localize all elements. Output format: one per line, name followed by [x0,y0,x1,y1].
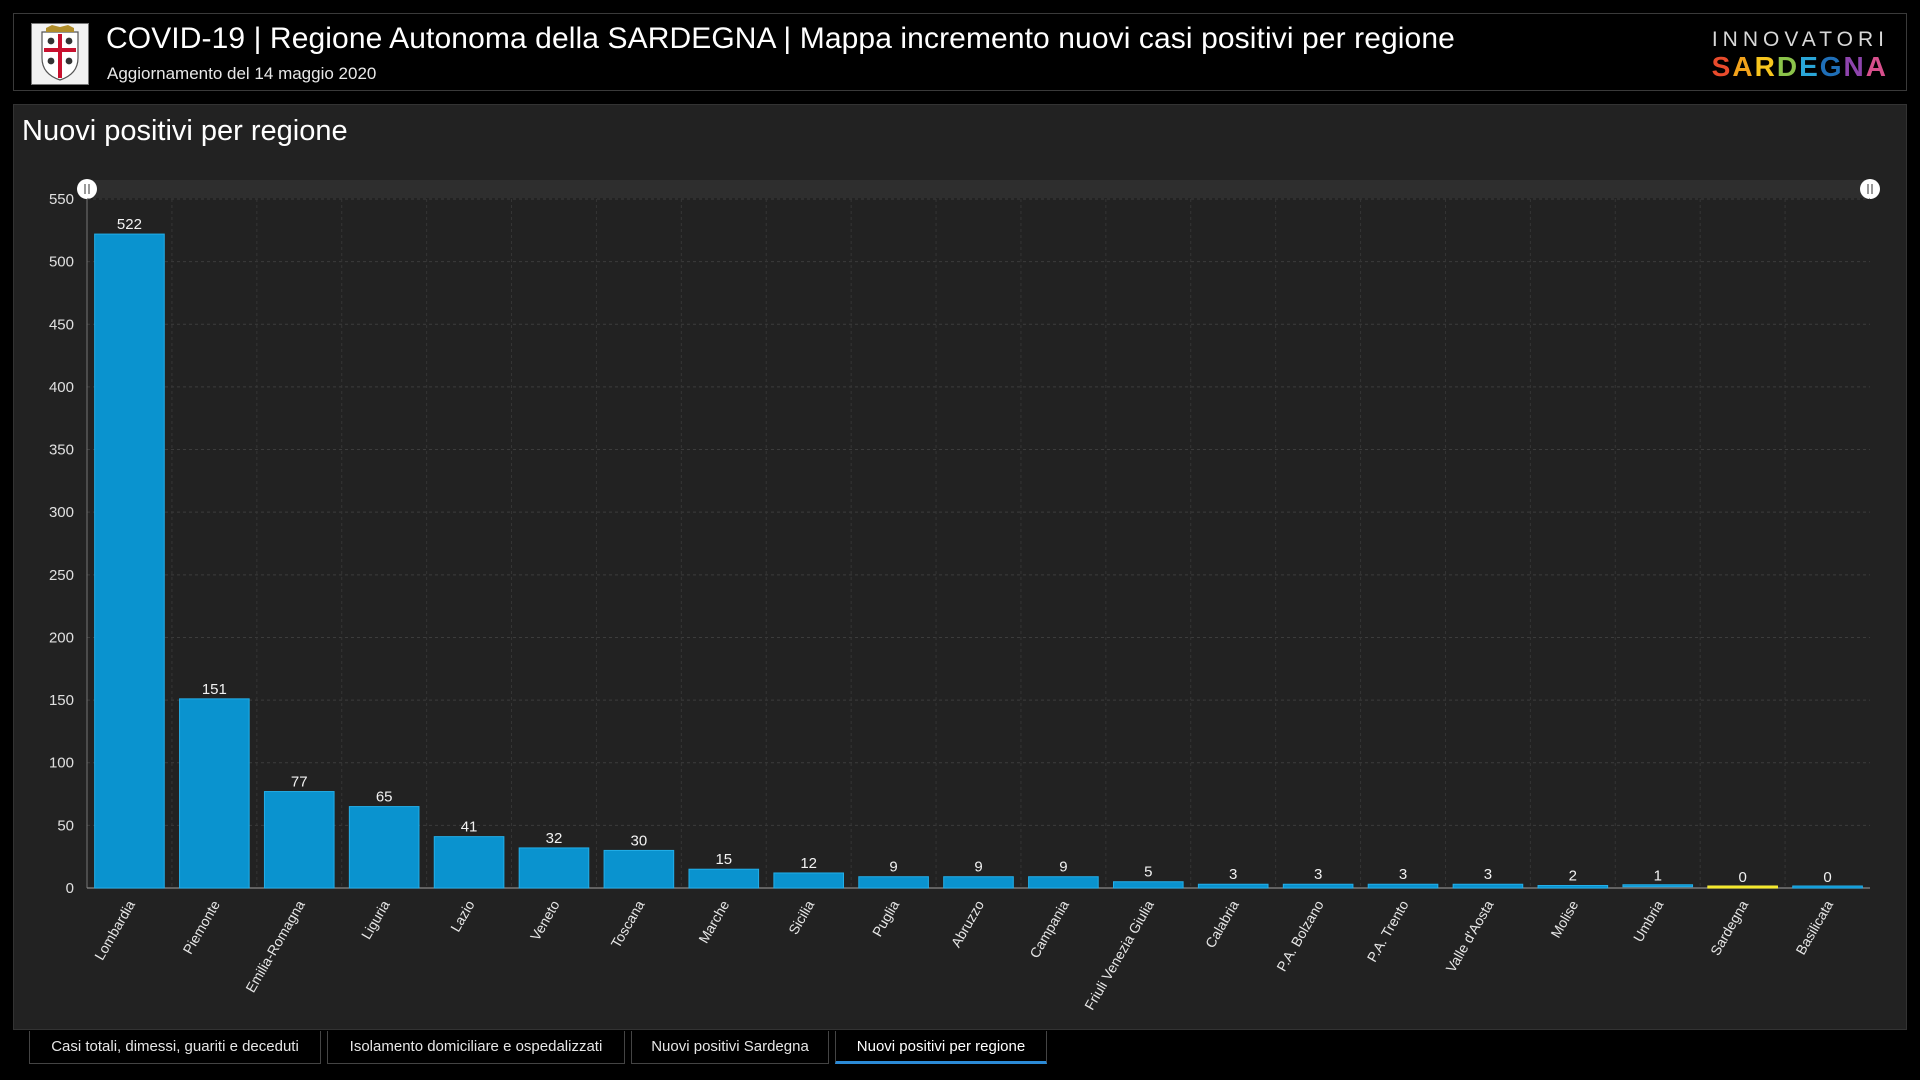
bar-campania[interactable] [1028,876,1099,889]
tab-1[interactable]: Casi totali, dimessi, guariti e deceduti [29,1031,321,1064]
innovatori-logo-text: INNOVATORI [1711,28,1889,51]
bar-emilia-romagna[interactable] [263,791,335,889]
x-tick-label: Abruzzo [948,897,988,950]
logo-letter: R [1754,51,1777,82]
bar-lombardia[interactable] [94,233,165,889]
bar-lazio[interactable] [433,836,505,889]
x-tick-label: Sardegna [1707,897,1751,958]
y-tick-label: 100 [49,755,74,772]
tab-3[interactable]: Nuovi positivi Sardegna [631,1031,829,1064]
data-label: 3 [1229,866,1237,883]
y-tick-label: 500 [49,254,74,271]
x-tick-label: Lazio [447,897,478,934]
data-label: 15 [715,851,732,868]
data-label: 30 [631,832,648,849]
bar-sardegna[interactable] [1707,885,1778,889]
data-label: 9 [889,859,897,876]
chart-panel: Nuovi positivi per regione 0 50 100 150 200 2… [13,104,1907,1030]
data-label: 151 [202,681,227,698]
sardegna-logo-text: SARDEGNA [1712,51,1888,83]
y-tick-label: 400 [49,379,74,396]
logo-letter: E [1799,51,1820,82]
bar-veneto[interactable] [518,847,590,889]
y-tick-label: 350 [49,442,74,459]
logo-letter: A [1865,51,1888,82]
logo-letter: S [1711,51,1733,82]
bar-p-a-trento[interactable] [1367,883,1439,889]
x-tick-label: Valle d'Aosta [1443,897,1497,975]
x-tick-label: Calabria [1202,897,1242,950]
bar-p-a-bolzano[interactable] [1282,883,1354,889]
bar-umbria[interactable] [1622,884,1694,888]
logo-letter: D [1776,51,1800,82]
x-tick-label: Marche [695,897,732,946]
x-tick-label: Sicilia [785,897,817,937]
zoom-scrollbar [87,180,1870,198]
x-tick-label: Campania [1026,897,1072,960]
x-tick-label: P.A. Trento [1364,897,1412,964]
data-label: 2 [1569,867,1577,884]
x-tick-label: Friuli Venezia Giulia [1081,897,1157,1012]
data-label: 3 [1484,866,1492,883]
y-tick-label: 200 [49,629,74,646]
y-tick-label: 250 [49,567,74,584]
data-label: 77 [291,774,308,791]
zoom-handle-left[interactable] [77,179,97,199]
y-tick-label: 50 [57,817,74,834]
data-label: 0 [1823,869,1831,886]
bar-calabria[interactable] [1197,883,1269,889]
zoom-handle-right[interactable] [1860,179,1880,199]
bar-toscana[interactable] [603,849,675,889]
x-tick-label: Veneto [527,897,563,943]
tab-2[interactable]: Isolamento domiciliare e ospedalizzati [327,1031,625,1064]
data-label: 3 [1399,866,1407,883]
y-tick-label: 150 [49,692,74,709]
x-tick-label: Emilia-Romagna [242,897,308,995]
y-tick-label: 550 [49,191,74,208]
y-tick-label: 0 [66,880,74,897]
app-header: COVID-19 | Regione Autonoma della SARDEG… [13,13,1907,91]
x-tick-label: P.A. Bolzano [1273,897,1327,974]
bar-molise[interactable] [1537,884,1609,889]
sardinia-crest-icon [31,23,89,85]
data-label: 12 [800,855,817,872]
bar-piemonte[interactable] [179,698,250,889]
data-label: 5 [1144,864,1152,881]
x-tick-label: Toscana [608,897,648,950]
y-tick-label: 300 [49,504,74,521]
data-label: 9 [1059,859,1067,876]
app-title: COVID-19 | Regione Autonoma della SARDEG… [106,22,1455,55]
tab-4[interactable]: Nuovi positivi per regione [835,1031,1047,1064]
update-date: Aggiornamento del 14 maggio 2020 [107,64,377,83]
x-tick-label: Lombardia [91,897,138,962]
logo-letter: N [1843,51,1866,82]
x-tick-label: Molise [1547,897,1581,940]
bar-friuli-venezia-giulia[interactable] [1112,881,1184,889]
data-label: 65 [376,789,393,806]
bar-abruzzo[interactable] [943,876,1014,889]
bar-marche[interactable] [688,868,760,889]
x-tick-label: Puglia [869,897,902,939]
logo-letter: G [1819,51,1844,82]
chart-title: Nuovi positivi per regione [22,115,348,147]
data-label: 522 [117,216,142,233]
bar-sicilia[interactable] [773,872,845,889]
data-label: 1 [1654,868,1662,885]
data-label: 9 [974,859,982,876]
y-tick-label: 450 [49,316,74,333]
bar-valle-d-aosta[interactable] [1452,883,1524,889]
bar-liguria[interactable] [348,806,420,889]
logo-letter: A [1732,51,1755,82]
data-label: 41 [461,819,478,836]
x-tick-label: Basilicata [1792,897,1836,957]
data-label: 0 [1738,869,1746,886]
data-label: 32 [546,830,563,847]
bar-puglia[interactable] [858,876,929,889]
x-tick-label: Piemonte [180,897,224,956]
bar-chart: 050100150200250300350400450500550522Lomb… [49,179,1880,1013]
x-tick-label: Liguria [358,897,393,942]
bar-basilicata[interactable] [1792,885,1863,889]
data-label: 3 [1314,866,1322,883]
x-tick-label: Umbria [1630,897,1667,944]
